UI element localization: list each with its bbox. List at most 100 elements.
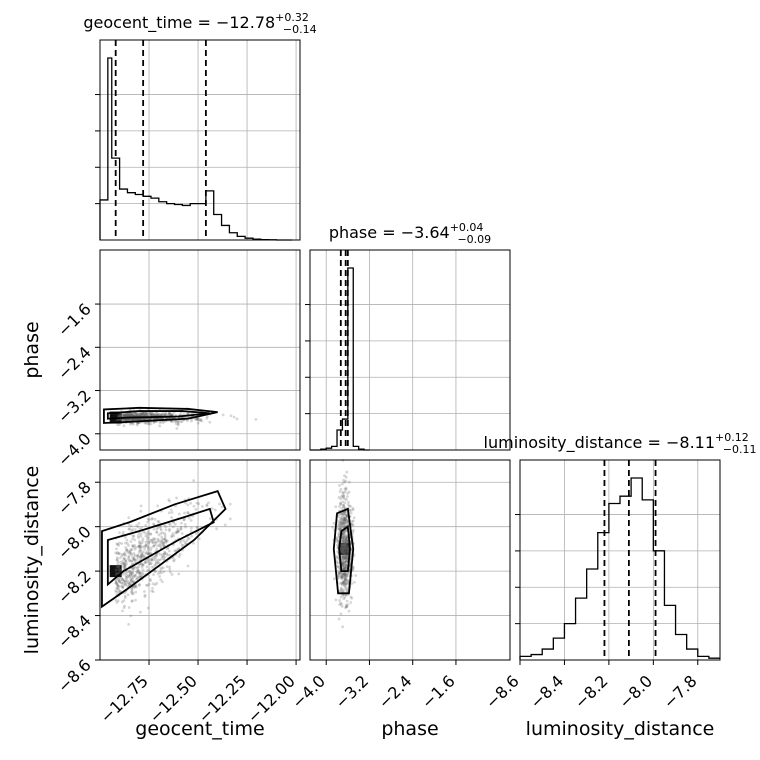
sample-point: [129, 571, 132, 575]
sample-point: [153, 554, 157, 557]
sample-point: [344, 537, 348, 541]
sample-point: [346, 551, 349, 554]
sample-point: [127, 575, 131, 579]
sample-point: [170, 573, 174, 576]
sample-point: [138, 417, 141, 421]
sample-point: [339, 523, 343, 527]
sample-point: [343, 556, 347, 560]
sample-point: [149, 412, 153, 416]
sample-point: [176, 530, 180, 534]
title-minus: −0.14: [283, 23, 317, 36]
sample-point: [342, 495, 346, 499]
sample-point: [156, 558, 160, 562]
sample-point: [341, 581, 345, 584]
sample-point: [340, 546, 343, 550]
sample-point: [169, 420, 173, 423]
sample-point: [155, 527, 159, 531]
sample-point: [339, 612, 343, 616]
y-tick-label-phase: −4.0: [54, 429, 95, 470]
sample-point: [343, 574, 347, 578]
sample-point: [124, 574, 128, 578]
sample-point: [145, 583, 148, 587]
sample-point: [136, 553, 140, 557]
sample-point: [165, 565, 169, 569]
sample-point: [137, 544, 141, 548]
sample-point: [337, 565, 341, 569]
sample-point: [131, 580, 135, 584]
sample-point: [144, 534, 148, 538]
sample-point: [344, 543, 348, 547]
sample-point: [179, 527, 182, 531]
sample-point: [344, 555, 348, 559]
sample-point: [155, 530, 159, 534]
sample-point: [146, 413, 150, 416]
sample-point: [345, 540, 348, 544]
sample-point: [344, 594, 348, 597]
sample-point: [126, 557, 130, 561]
sample-point: [179, 420, 183, 424]
sample-point: [139, 534, 143, 538]
sample-point: [143, 595, 147, 598]
sample-point: [122, 424, 126, 428]
sample-point: [340, 542, 344, 546]
sample-point: [117, 590, 121, 593]
sample-point: [345, 470, 349, 474]
sample-point: [123, 551, 127, 555]
contour-inner: [106, 410, 210, 420]
sample-point: [342, 478, 345, 482]
sample-point: [153, 563, 157, 567]
sample-point: [146, 549, 150, 553]
sample-point: [343, 530, 347, 534]
sample-point: [342, 538, 345, 541]
sample-point: [343, 534, 347, 538]
sample-point: [146, 606, 150, 610]
sample-point: [163, 536, 167, 539]
sample-point: [152, 413, 156, 417]
sample-point: [123, 581, 127, 585]
sample-point: [144, 544, 148, 548]
sample-point: [160, 412, 163, 416]
sample-point: [152, 544, 156, 548]
sample-point: [123, 418, 127, 422]
sample-point: [116, 583, 120, 587]
sample-point: [116, 543, 120, 546]
sample-point: [164, 539, 168, 543]
x-tick-label-luminosity_distance: −7.8: [660, 671, 701, 712]
sample-point: [176, 422, 180, 426]
sample-point: [122, 606, 126, 610]
sample-point: [339, 573, 343, 577]
sample-point: [343, 556, 347, 560]
sample-point: [126, 412, 130, 416]
sample-point: [124, 583, 127, 587]
sample-point: [131, 544, 135, 548]
sample-point: [345, 535, 349, 539]
sample-point: [344, 541, 347, 545]
sample-point: [137, 570, 141, 573]
sample-point: [122, 557, 126, 560]
sample-point: [130, 571, 134, 575]
sample-point: [342, 567, 346, 570]
sample-point: [343, 551, 347, 555]
sample-point: [343, 573, 347, 576]
sample-point: [131, 418, 135, 422]
sample-point: [341, 518, 345, 522]
sample-point: [159, 568, 163, 572]
sample-point: [128, 571, 132, 575]
sample-point: [196, 421, 200, 425]
sample-point: [345, 538, 348, 542]
sample-point: [340, 546, 344, 550]
sample-point: [341, 551, 345, 555]
sample-point: [129, 614, 133, 618]
sample-point: [133, 544, 137, 547]
sample-point: [195, 417, 199, 421]
sample-point: [154, 563, 158, 566]
sample-point: [124, 580, 127, 584]
sample-point: [343, 544, 347, 547]
sample-point: [130, 590, 134, 594]
panel-title-geocent_time: geocent_time = −12.78+0.32 −0.14: [83, 11, 316, 36]
sample-point: [134, 598, 137, 602]
sample-point: [131, 418, 135, 421]
sample-point: [342, 552, 346, 555]
sample-point: [344, 603, 348, 607]
sample-point: [121, 577, 125, 581]
